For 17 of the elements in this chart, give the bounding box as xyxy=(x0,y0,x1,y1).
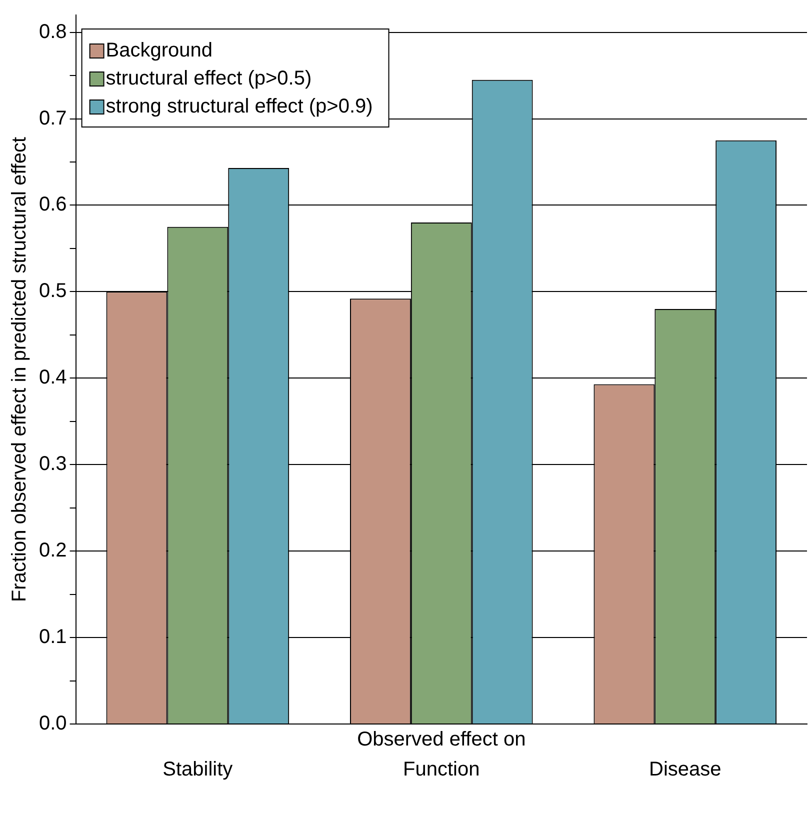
y-tick-label: 0.4 xyxy=(38,366,67,389)
y-tick-label: 0.2 xyxy=(38,540,67,562)
x-tick-label: Function xyxy=(403,758,480,781)
y-tick-label: 0.0 xyxy=(38,712,67,735)
y-tick-label: 0.7 xyxy=(38,107,67,130)
y-tick-label: 0.1 xyxy=(38,626,67,648)
y-axis-title: Fraction observed effect in predicted structural effect xyxy=(8,136,31,602)
x-tick-label: Stability xyxy=(162,758,233,781)
legend-label: Background xyxy=(106,40,213,62)
x-tick-label: Disease xyxy=(649,758,722,781)
y-tick-label: 0.5 xyxy=(38,280,67,302)
y-tick-label: 0.3 xyxy=(38,453,67,476)
legend-label: strong structural effect (p>0.9) xyxy=(106,96,373,118)
legend-label: structural effect (p>0.5) xyxy=(106,68,312,90)
y-tick-label: 0.6 xyxy=(38,194,67,216)
y-tick-label: 0.8 xyxy=(38,20,67,43)
x-axis-title: Observed effect on xyxy=(357,728,526,751)
